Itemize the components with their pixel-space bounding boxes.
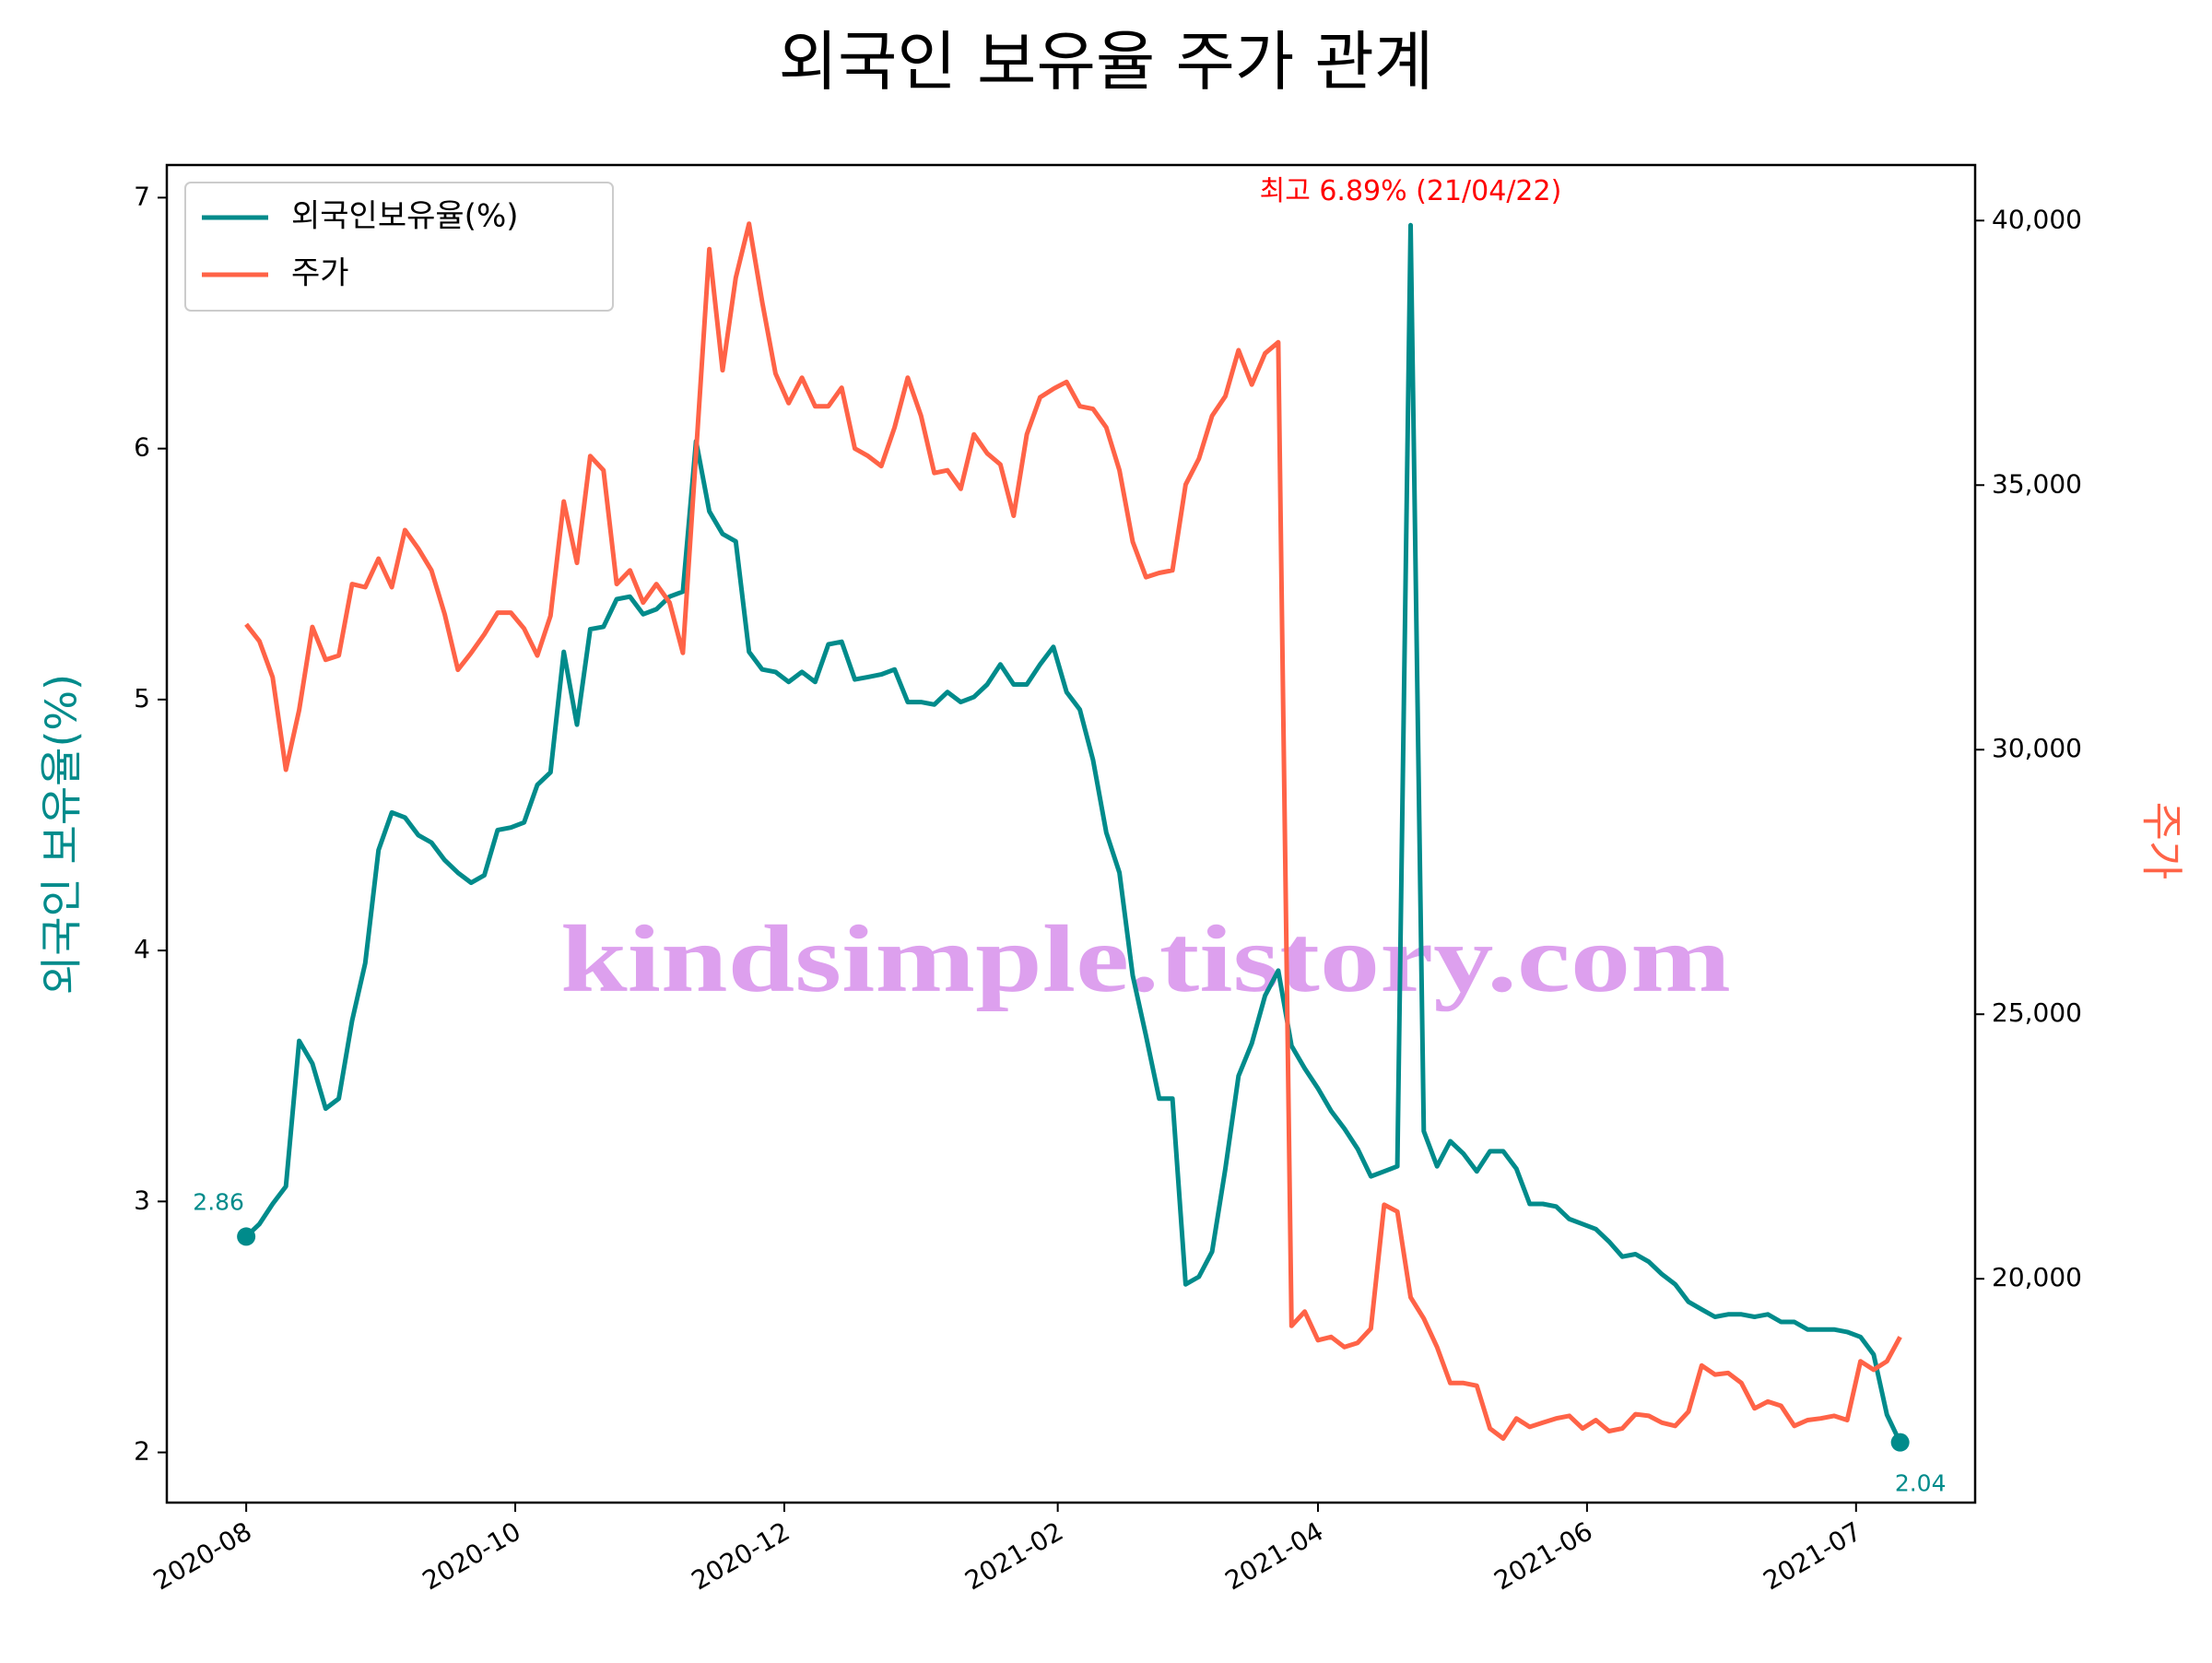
peak-annotation: 최고 6.89% (21/04/22) [1260,175,1562,207]
y-tick-label: 3 [134,1185,150,1215]
chart-title: 외국인 보유율 주가 관계 [779,24,1434,100]
y-axis-label: 외국인 보유율(%) [37,674,87,995]
y-tick-label: 2 [134,1436,150,1467]
series-line [244,221,1902,1441]
y-tick-label: 6 [134,432,150,463]
y-tick-label: 5 [134,683,150,714]
legend-label: 외국인보유율(%) [291,198,519,235]
y2-tick-label: 40,000 [1992,204,2082,234]
legend-box [184,182,614,312]
point-marker [1890,1433,1910,1452]
y-tick-label: 7 [134,181,150,211]
watermark: kindsimple.tistory.com [560,906,1731,1012]
plot-frame [165,163,1977,1504]
y2-tick-label: 20,000 [1992,1262,2082,1292]
legend: 외국인보유율(%) 주가 [184,182,614,312]
data-label: 2.86 [193,1188,244,1215]
y2-tick-label: 30,000 [1992,733,2082,763]
point-marker [237,1227,256,1246]
x-tick-label: 2020-08 [148,1516,257,1596]
x-tick-label: 2021-06 [1489,1516,1598,1596]
x-tick-label: 2020-12 [687,1516,795,1596]
legend-label: 주가 [291,255,349,292]
y2-tick-label: 25,000 [1992,997,2082,1028]
x-tick-label: 2021-07 [1758,1516,1866,1596]
series-line [244,222,1902,1444]
x-tick-label: 2021-04 [1220,1516,1329,1596]
y2-axis-label: 주가 [2137,802,2187,880]
y2-tick-label: 35,000 [1992,468,2082,499]
y-tick-label: 4 [134,934,150,964]
data-label: 2.04 [1895,1470,1947,1497]
x-tick-label: 2020-10 [418,1516,526,1596]
x-tick-label: 2021-02 [959,1516,1068,1596]
